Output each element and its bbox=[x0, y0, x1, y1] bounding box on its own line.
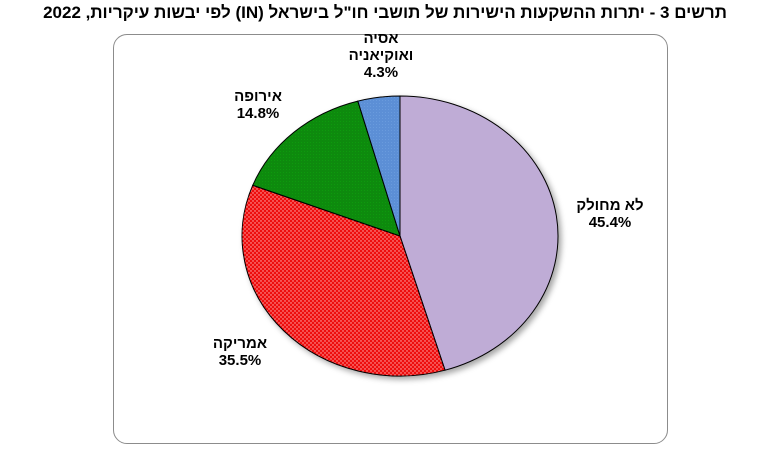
slice-america bbox=[241, 184, 446, 377]
slice-asia-oceania-label: אסיה ואוקיאניה 4.3% bbox=[349, 30, 414, 81]
slice-europe-label: אירופה 14.8% bbox=[234, 88, 282, 122]
slice-unallocated-label: לא מחולק 45.4% bbox=[576, 197, 643, 231]
pie-labels: לא מחולק 45.4% אמריקה 35.5% אירופה 14.8% אסיה ו… bbox=[213, 30, 644, 369]
slice-europe bbox=[252, 100, 401, 237]
slice-asia-oceania bbox=[357, 95, 401, 237]
pie-slices bbox=[241, 95, 559, 377]
slice-unallocated bbox=[399, 95, 559, 371]
slice-america-label: אמריקה 35.5% bbox=[213, 335, 267, 369]
chart-title: תרשים 3 - יתרות ההשקעות הישירות של תושבי… bbox=[43, 3, 727, 22]
